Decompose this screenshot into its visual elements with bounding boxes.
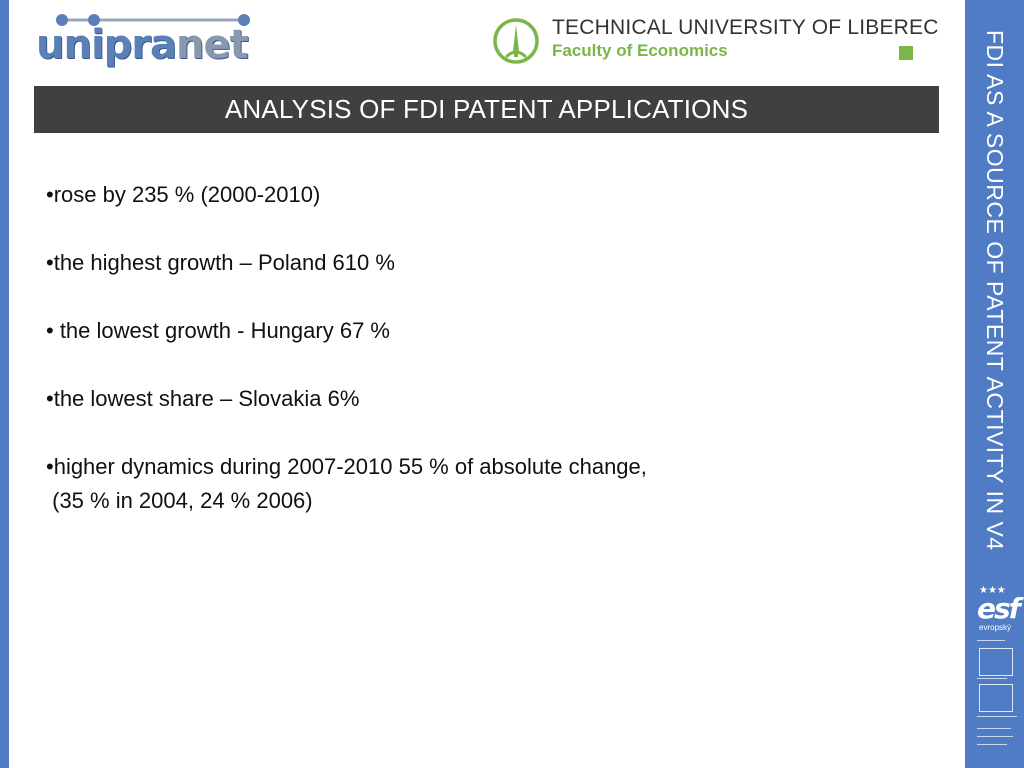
esf-logo-block: ★★★ esf evropský	[975, 580, 1021, 750]
eu-stars-icon: ★★★	[979, 585, 1006, 596]
ministry-logo-icon	[979, 684, 1013, 712]
faculty-name: Faculty of Economics	[552, 41, 728, 60]
left-accent-bar	[0, 0, 9, 768]
esf-text-line	[977, 728, 1011, 729]
list-item: •the highest growth – Poland 610 %	[46, 250, 395, 275]
list-item: • the lowest growth - Hungary 67 %	[46, 318, 390, 343]
slide-title-band: ANALYSIS OF FDI PATENT APPLICATIONS	[34, 86, 939, 133]
university-emblem-icon	[493, 18, 539, 64]
university-name: TECHNICAL UNIVERSITY OF LIBEREC	[552, 16, 939, 39]
logo-wordmark-net: net	[176, 22, 249, 68]
esf-logo: ★★★ esf evropský	[977, 582, 1021, 634]
side-title-text: FDI AS A SOURCE OF PATENT ACTIVITY IN V4	[982, 30, 1008, 551]
side-title: FDI AS A SOURCE OF PATENT ACTIVITY IN V4	[965, 30, 1024, 551]
unipranet-logo: unipranet	[36, 8, 256, 68]
esf-text-line	[977, 736, 1013, 737]
esf-subtitle: evropský	[979, 623, 1012, 632]
green-square-icon	[899, 46, 913, 60]
esf-mark: esf	[977, 592, 1021, 625]
logo-wordmark-brand: unipra	[36, 22, 177, 68]
list-item: •rose by 235 % (2000-2010)	[46, 182, 321, 207]
logo-network-line-icon	[56, 14, 250, 26]
esf-text-line	[977, 640, 1005, 641]
list-item: •the lowest share – Slovakia 6%	[46, 386, 360, 411]
eu-flag-icon	[979, 648, 1013, 676]
list-item-continuation: (35 % in 2004, 24 % 2006)	[46, 488, 313, 513]
logo-wordmark: unipranet	[36, 22, 249, 68]
esf-text-line	[977, 744, 1007, 745]
slide-title: ANALYSIS OF FDI PATENT APPLICATIONS	[224, 94, 749, 124]
svg-text:★★★: ★★★	[979, 585, 1006, 596]
esf-text-line	[977, 716, 1017, 717]
esf-text-line	[977, 678, 1007, 679]
list-item: •higher dynamics during 2007-2010 55 % o…	[46, 454, 647, 479]
